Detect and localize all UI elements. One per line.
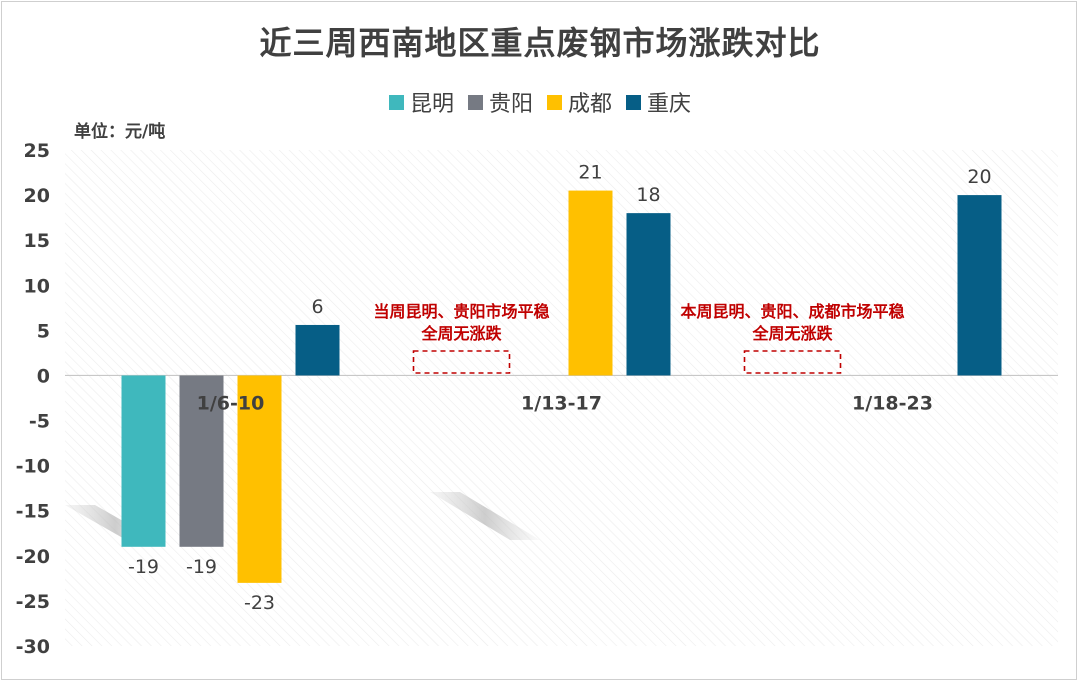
bar xyxy=(179,375,224,547)
decor-shadow xyxy=(430,492,540,540)
y-tick-label: 0 xyxy=(37,365,50,387)
legend-label-guiyang: 贵阳 xyxy=(488,92,533,117)
plot-background xyxy=(65,150,1058,646)
legend-item-kunming: 昆明 xyxy=(388,86,454,118)
legend-item-chengdu: 成都 xyxy=(547,86,612,118)
data-label: -19 xyxy=(186,556,217,578)
legend-label-chongqing: 重庆 xyxy=(647,92,692,117)
y-tick-label: -15 xyxy=(16,501,50,523)
chart-title: 近三周西南地区重点废钢市场涨跌对比 xyxy=(259,24,821,62)
legend-item-guiyang: 贵阳 xyxy=(467,86,533,118)
annotation-text: 全周无涨跌 xyxy=(420,324,502,343)
y-tick-label: -5 xyxy=(29,411,50,433)
legend-item-chongqing: 重庆 xyxy=(626,86,691,118)
bar xyxy=(295,324,340,376)
data-label: -23 xyxy=(244,592,275,614)
bar xyxy=(957,195,1002,376)
data-label: 6 xyxy=(311,296,323,318)
legend-swatch-chongqing xyxy=(626,94,642,110)
annotation-text: 当周昆明、贵阳市场平稳 xyxy=(373,302,549,321)
y-tick-label: -25 xyxy=(16,591,50,613)
legend-label-kunming: 昆明 xyxy=(409,92,454,117)
y-tick-label: -30 xyxy=(16,636,50,658)
data-label: 18 xyxy=(636,184,660,206)
data-label: 21 xyxy=(578,162,602,184)
y-tick-label: 15 xyxy=(24,230,50,252)
flat-market-box xyxy=(743,350,842,374)
y-tick-label: -10 xyxy=(16,456,50,478)
data-label: 20 xyxy=(967,166,991,188)
category-label: 1/6-10 xyxy=(197,392,265,414)
y-tick-label: 5 xyxy=(37,320,50,342)
legend-swatch-chengdu xyxy=(547,94,562,110)
legend-swatch-kunming xyxy=(388,94,404,110)
legend: 昆明 贵阳 成都 重庆 xyxy=(0,86,1080,118)
legend-label-chengdu: 成都 xyxy=(568,92,613,117)
data-label: -19 xyxy=(128,556,159,578)
bar xyxy=(568,190,613,376)
category-label: 1/18-23 xyxy=(852,392,933,414)
bar xyxy=(237,375,282,583)
y-tick-label: 20 xyxy=(24,185,50,207)
y-tick-label: 10 xyxy=(24,275,50,297)
legend-swatch-guiyang xyxy=(467,94,483,110)
annotation-text: 全周无涨跌 xyxy=(751,324,833,343)
flat-market-box xyxy=(412,350,511,374)
unit-label: 单位：元/吨 xyxy=(74,122,166,142)
bar xyxy=(121,375,166,547)
y-tick-label: 25 xyxy=(24,140,50,162)
y-tick-label: -20 xyxy=(16,546,50,568)
annotation-text: 本周昆明、贵阳、成都市场平稳 xyxy=(680,302,904,321)
category-label: 1/13-17 xyxy=(521,392,602,414)
bar xyxy=(626,213,671,376)
